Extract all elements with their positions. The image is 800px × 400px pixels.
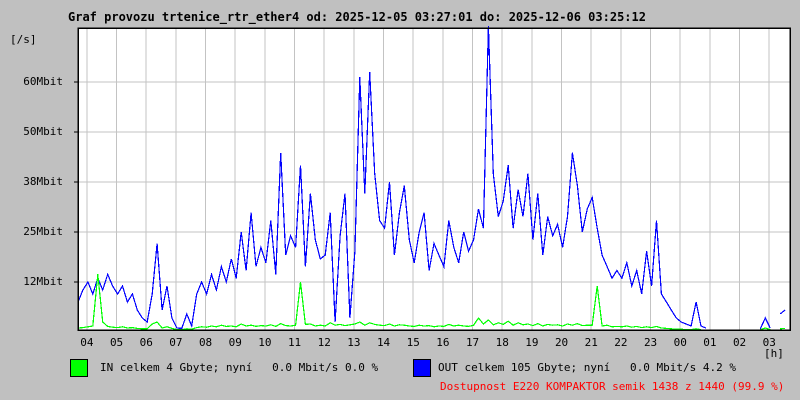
availability-text: Dostupnost E220 KOMPAKTOR semik 1438 z 1… — [440, 380, 785, 393]
y-tick-label: 12Mbit — [23, 275, 63, 288]
x-tick-label: 02 — [732, 336, 747, 349]
x-tick-label: 14 — [376, 336, 391, 349]
x-tick-label: 09 — [228, 336, 242, 349]
x-tick-label: 11 — [287, 336, 302, 349]
y-tick-label: 25Mbit — [23, 225, 63, 238]
x-tick-label: 15 — [406, 336, 420, 349]
x-tick-label: 05 — [109, 336, 124, 349]
y-tick-label: 60Mbit — [23, 75, 63, 88]
x-tick-label: 13 — [347, 336, 361, 349]
out-legend-label: OUT celkem 105 Gbyte; nyní 0.0 Mbit/s 4.… — [438, 361, 737, 374]
x-tick-label: 16 — [436, 336, 450, 349]
x-tick-label: 19 — [525, 336, 539, 349]
x-tick-label: 23 — [643, 336, 658, 349]
x-tick-label: 07 — [169, 336, 183, 349]
x-tick-label: 06 — [139, 336, 153, 349]
graph-title: Graf provozu trtenice_rtr_ether4 od: 202… — [68, 10, 646, 24]
y-tick-label: 38Mbit — [23, 175, 63, 188]
x-tick-label: 08 — [198, 336, 213, 349]
x-tick-label: 22 — [614, 336, 628, 349]
x-tick-label: 04 — [80, 336, 94, 349]
x-tick-label: 01 — [703, 336, 717, 349]
x-tick-label: 18 — [495, 336, 509, 349]
x-tick-label: 03 — [762, 336, 776, 349]
x-tick-label: 17 — [465, 336, 480, 349]
y-axis-unit-label: [/s] — [10, 33, 37, 46]
out-legend-swatch — [413, 359, 431, 377]
x-axis-unit-label: [h] — [764, 347, 784, 360]
in-legend-label: IN celkem 4 Gbyte; nyní 0.0 Mbit/s 0.0 % — [100, 361, 379, 374]
y-tick-label: 50Mbit — [23, 125, 63, 138]
x-tick-label: 21 — [584, 336, 598, 349]
x-tick-label: 00 — [673, 336, 687, 349]
x-tick-label: 12 — [317, 336, 331, 349]
in-legend-swatch — [70, 359, 88, 377]
x-tick-label: 10 — [258, 336, 272, 349]
x-tick-label: 20 — [554, 336, 569, 349]
